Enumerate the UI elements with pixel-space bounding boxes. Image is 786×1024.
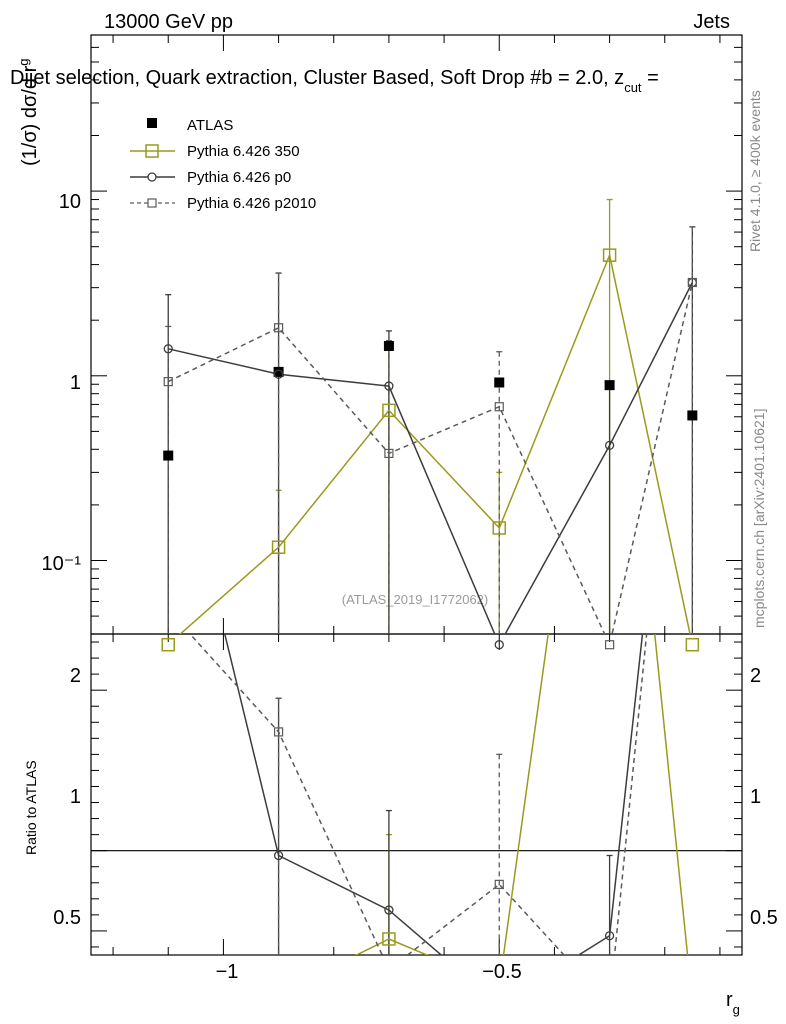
p350-point	[602, 248, 617, 262]
atlas-point	[163, 450, 174, 461]
ratio-panel-frame	[90, 633, 743, 956]
p2010-point	[606, 1001, 614, 1009]
p350-point	[686, 996, 698, 1008]
p350-point	[604, 187, 616, 199]
ratio-tick-label-2-right: 2	[750, 665, 761, 687]
p2010-point	[687, 277, 697, 288]
subtitle-tail: =	[642, 67, 659, 89]
mcplots-label: mcplots.cern.ch [arXiv:2401.10621]	[751, 409, 767, 628]
p2010-point	[385, 965, 393, 973]
y-axis-label-main-sub: g	[16, 59, 31, 66]
y-tick-label-1: 1	[70, 372, 81, 394]
x-axis-label-sub: g	[733, 1002, 740, 1017]
atlas-point	[383, 340, 394, 351]
header-energy: 13000 GeV pp	[104, 11, 233, 33]
p2010-series-line	[188, 634, 648, 955]
legend-p2010-marker	[147, 198, 157, 208]
p0-series-line	[223, 634, 644, 955]
y-tick-label-10: 10	[59, 191, 81, 213]
p0-point	[494, 640, 504, 650]
main-markers	[161, 248, 700, 652]
y-tick-label-0.1: 10⁻¹	[42, 553, 82, 575]
y-axis-label-main: (1/σ) dσ/d rg	[16, 59, 41, 167]
atlas-point	[687, 410, 698, 421]
atlas-point	[273, 366, 284, 377]
legend-p0: Pythia 6.426 p0	[130, 169, 291, 186]
legend-p350: Pythia 6.426 350	[130, 143, 300, 160]
subtitle-sub: cut	[624, 80, 642, 95]
p350-point	[382, 403, 396, 418]
p0-series-line	[168, 282, 693, 634]
ratio-tick-label-1-right: 1	[750, 786, 761, 808]
p0-point	[273, 369, 284, 379]
p2010-point	[384, 448, 394, 459]
header-jets: Jets	[693, 11, 730, 33]
ratio-tick-label-1-left: 1	[70, 786, 81, 808]
p0-point	[688, 173, 696, 181]
atlas-point	[604, 380, 615, 391]
p0-point	[495, 1001, 503, 1009]
legend-p350-marker	[145, 144, 159, 158]
p2010-point	[494, 402, 504, 412]
x-tick-label-minus0.5: −0.5	[482, 961, 521, 983]
subtitle: Dijet selection, Quark extraction, Clust…	[10, 67, 659, 95]
rivet-label: Rivet 4.1.0, ≥ 400k events	[747, 90, 763, 252]
x-axis-label: rg	[726, 989, 740, 1017]
x-tick-label-minus1: −1	[216, 961, 239, 983]
legend-atlas: ATLAS	[147, 117, 233, 134]
legend-atlas-label: ATLAS	[187, 117, 233, 134]
ratio-plot-area	[91, 173, 742, 1009]
atlas-point	[494, 377, 505, 388]
p350-point	[492, 521, 507, 535]
ratio-tick-label-0.5-right: 0.5	[750, 907, 778, 929]
p0-point	[384, 905, 394, 915]
legend: ATLAS Pythia 6.426 350 Pythia 6.426 p0 P…	[130, 117, 316, 212]
legend-p2010: Pythia 6.426 p2010	[130, 195, 316, 212]
p350-series-line	[179, 252, 691, 634]
p350-point	[382, 932, 396, 946]
ratio-tick-label-2-left: 2	[70, 665, 81, 687]
watermark: (ATLAS_2019_I1772062)	[342, 592, 488, 607]
p350-point	[685, 637, 700, 652]
subtitle-main: Dijet selection, Quark extraction, Clust…	[10, 67, 624, 89]
p0-point	[273, 850, 284, 861]
legend-p0-marker	[147, 172, 157, 182]
p0-point	[384, 381, 394, 391]
p350-point	[273, 988, 285, 1000]
p2010-point	[273, 323, 284, 333]
p2010-point	[163, 377, 173, 387]
p2010-series-line	[167, 282, 694, 634]
p350-point	[162, 991, 174, 1003]
p0-point	[604, 440, 615, 451]
legend-p0-label: Pythia 6.426 p0	[187, 169, 291, 186]
ratio-tick-label-0.5-left: 0.5	[53, 907, 81, 929]
y-axis-label-ratio: Ratio to ATLAS	[23, 760, 39, 855]
p2010-point	[494, 879, 504, 889]
ratio-axis-ticks	[91, 641, 742, 948]
p0-point	[163, 344, 173, 354]
p0-point	[604, 931, 615, 941]
legend-atlas-marker	[147, 118, 157, 128]
p350-point	[271, 540, 286, 554]
p350-point	[161, 637, 175, 652]
x-axis-label-text: r	[726, 989, 733, 1011]
legend-p2010-label: Pythia 6.426 p2010	[187, 195, 316, 212]
p2010-point	[273, 727, 284, 737]
y-axis-label-main-text: (1/σ) dσ/d r	[19, 65, 41, 166]
main-plot-area	[165, 198, 696, 634]
legend-p350-label: Pythia 6.426 350	[187, 143, 300, 160]
p2010-point	[688, 173, 696, 181]
p2010-point	[604, 640, 615, 650]
